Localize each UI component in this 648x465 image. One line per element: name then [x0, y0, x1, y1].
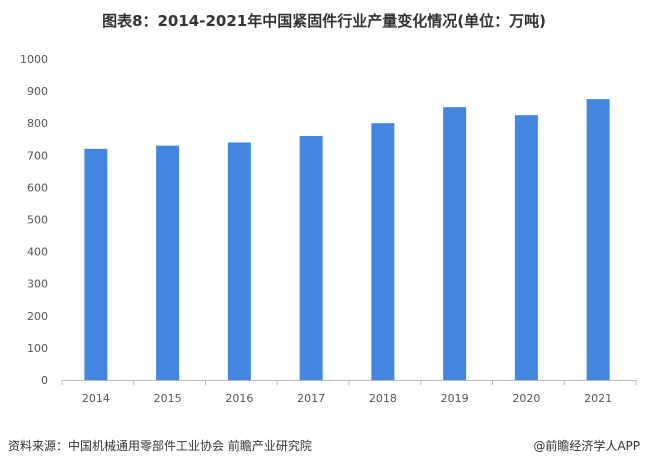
- y-tick-label: 100: [27, 342, 48, 355]
- bar-2014: [84, 148, 108, 380]
- bar-2018: [371, 123, 395, 380]
- y-tick-label: 800: [27, 117, 48, 130]
- x-tick-label: 2014: [82, 392, 110, 405]
- y-tick-label: 500: [27, 214, 48, 227]
- y-tick-label: 300: [27, 278, 48, 291]
- x-tick-label: 2020: [512, 392, 540, 405]
- bar-2019: [443, 107, 467, 381]
- bar-2020: [514, 115, 538, 381]
- x-tick-label: 2016: [225, 392, 253, 405]
- x-tick-label: 2015: [154, 392, 182, 405]
- y-tick-label: 1000: [20, 53, 48, 66]
- y-tick-label: 400: [27, 246, 48, 259]
- source-note: 资料来源：中国机械通用零部件工业协会 前瞻产业研究院: [8, 439, 312, 453]
- y-tick-label: 600: [27, 181, 48, 194]
- chart-title: 图表8：2014-2021年中国紧固件行业产量变化情况(单位：万吨): [102, 12, 546, 30]
- brand-label: @前瞻经济学人APP: [533, 439, 640, 453]
- x-tick-label: 2017: [297, 392, 325, 405]
- x-tick-label: 2018: [369, 392, 397, 405]
- bar-chart: 0 100 200 300 400 500 600 700 800 900 1000 2014 2015…: [20, 53, 637, 405]
- x-tick-label: 2021: [584, 392, 612, 405]
- x-tick-label: 2019: [441, 392, 469, 405]
- y-tick-label: 200: [27, 310, 48, 323]
- bar-2017: [299, 136, 323, 380]
- bar-2021: [586, 99, 610, 380]
- bar-2016: [227, 142, 251, 380]
- bar-2015: [156, 145, 180, 380]
- y-tick-label: 900: [27, 85, 48, 98]
- y-tick-label: 0: [41, 374, 48, 387]
- y-tick-label: 700: [27, 149, 48, 162]
